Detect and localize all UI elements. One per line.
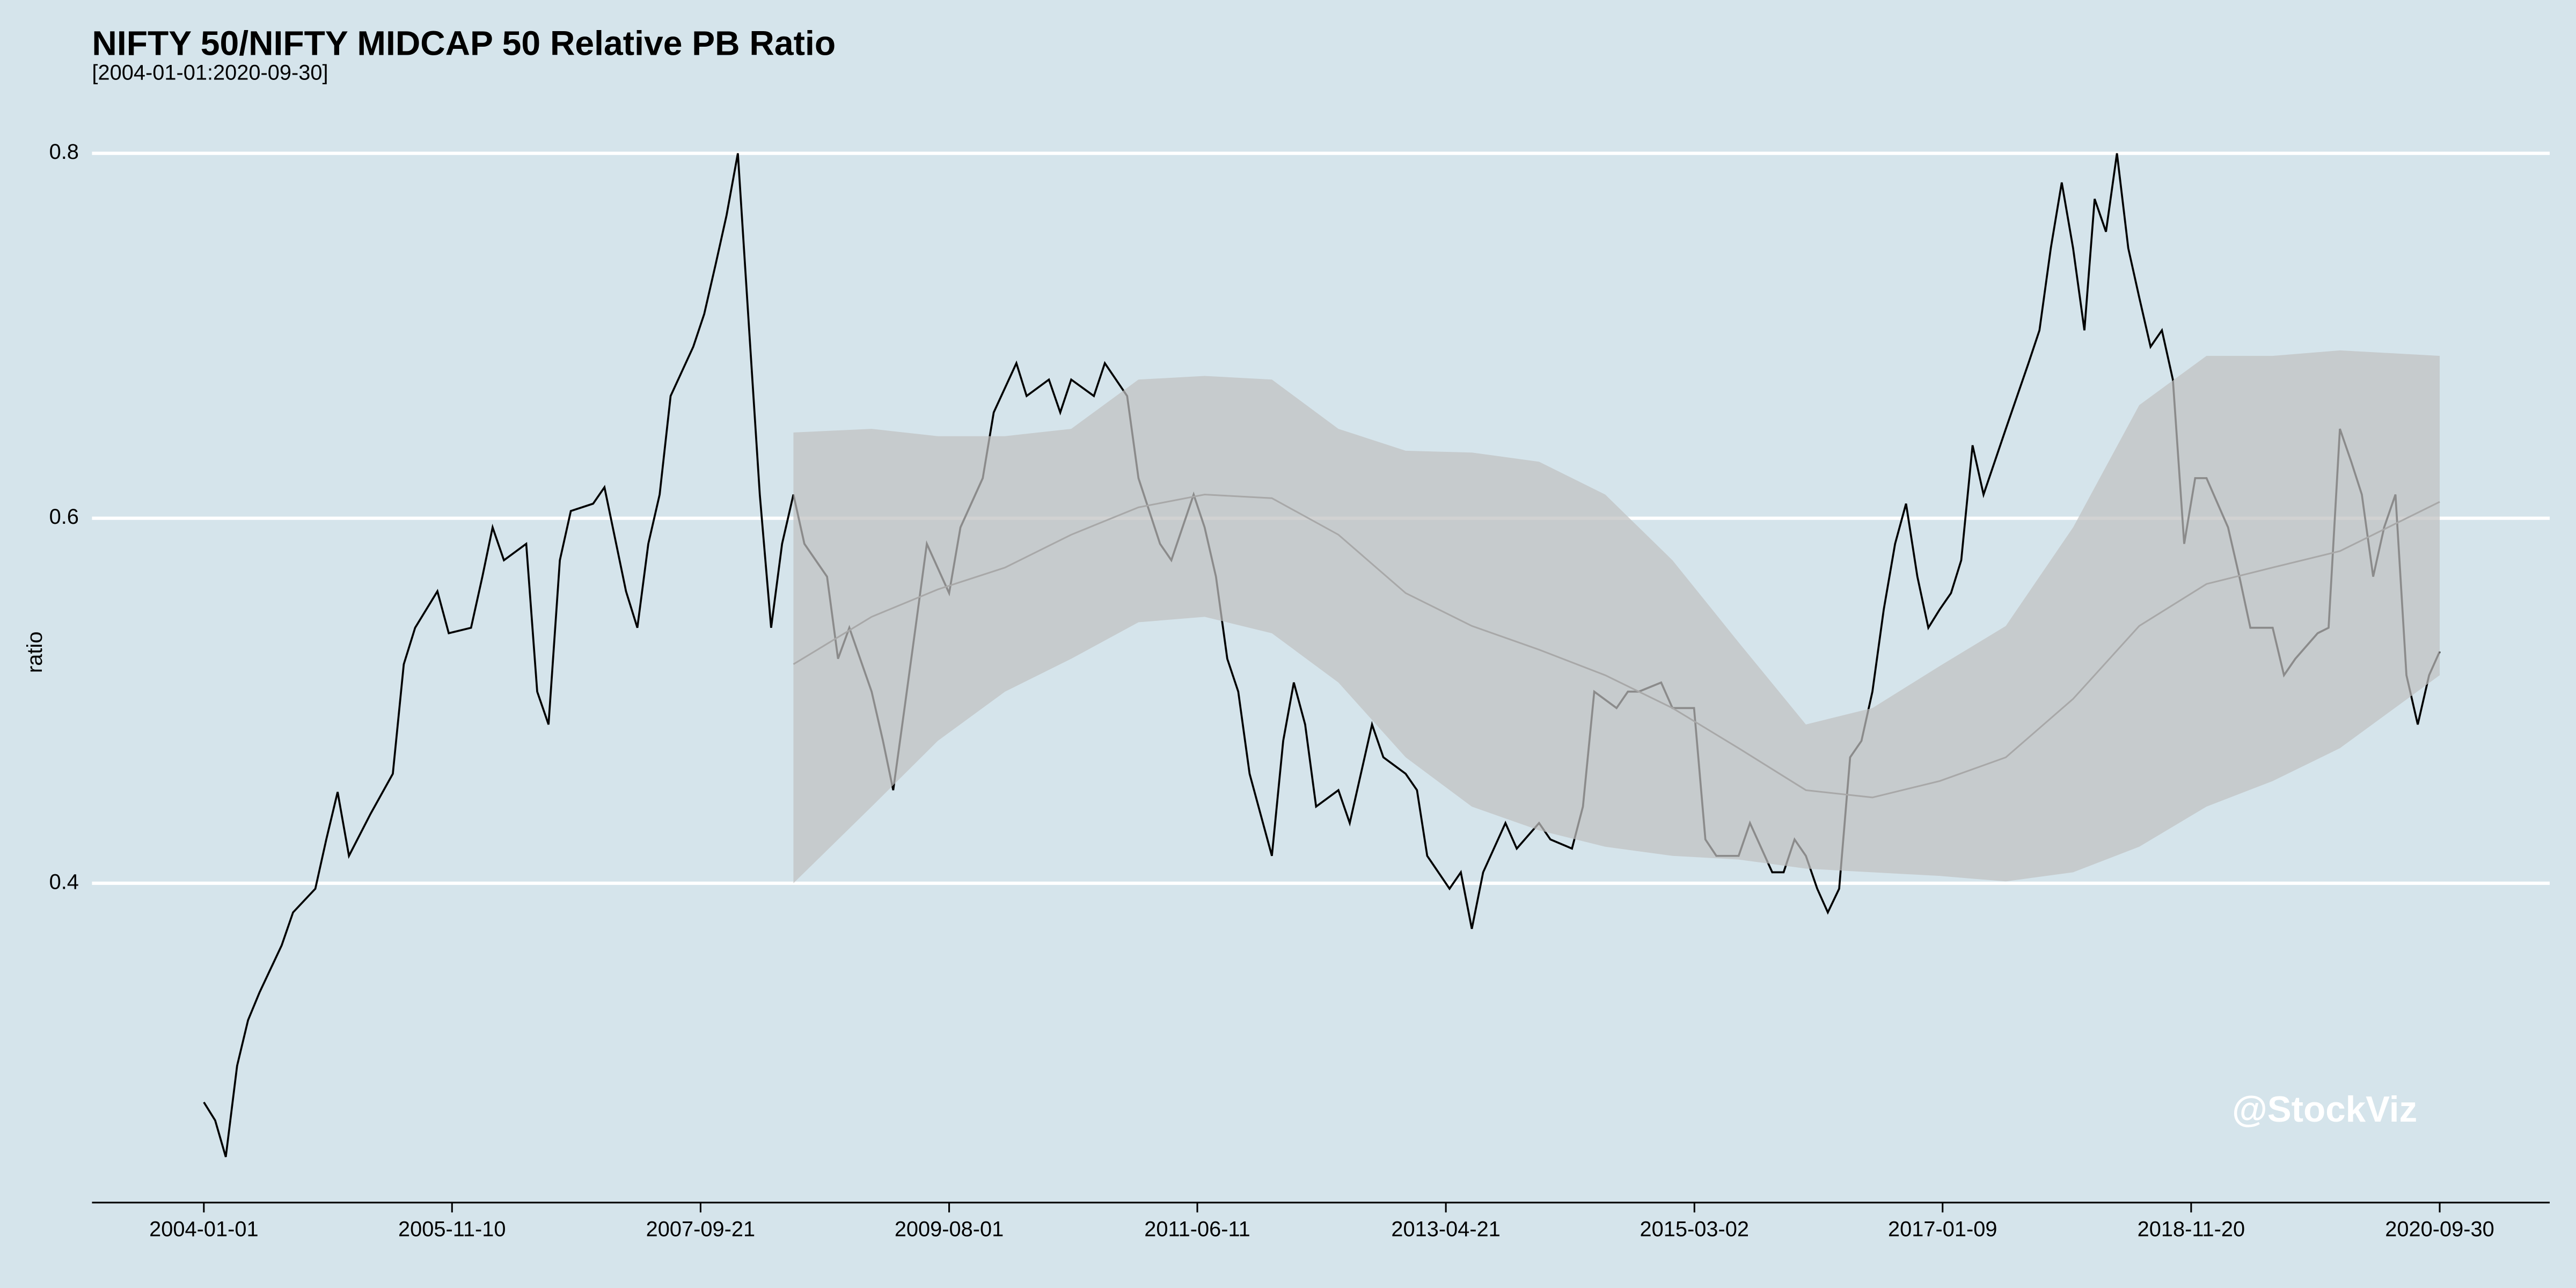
x-tick-label: 2013-04-21 [1391,1217,1501,1241]
band-area [793,350,2440,883]
x-tick-label: 2011-06-11 [1144,1217,1250,1241]
band-mid-line [793,493,2440,799]
x-tick-label: 2018-11-20 [2138,1217,2245,1241]
y-tick-label: 0.6 [49,505,79,529]
x-tick-label: 2005-11-10 [398,1217,506,1241]
x-tick-label: 2020-09-30 [2385,1217,2494,1241]
ratio-line [203,153,2441,1158]
chart-title: NIFTY 50/NIFTY MIDCAP 50 Relative PB Rat… [92,24,836,63]
y-axis-label: ratio [23,632,47,673]
x-tick-label: 2017-01-09 [1888,1217,1997,1241]
x-tick-label: 2009-08-01 [895,1217,1004,1241]
x-tick-label: 2015-03-02 [1640,1217,1750,1241]
plot-area [203,153,2441,1158]
chart-subtitle: [2004-01-01:2020-09-30] [92,61,328,84]
x-axis: 0.4 0.6 0.8 2004-01-01 2005-11-10 2007-09-21 2… [49,140,2494,1241]
watermark: @StockViz [2232,1089,2417,1130]
x-tick-label: 2007-09-21 [646,1217,756,1241]
y-tick-label: 0.4 [49,870,79,894]
x-tick-label: 2004-01-01 [149,1217,259,1241]
y-tick-label: 0.8 [49,140,79,164]
